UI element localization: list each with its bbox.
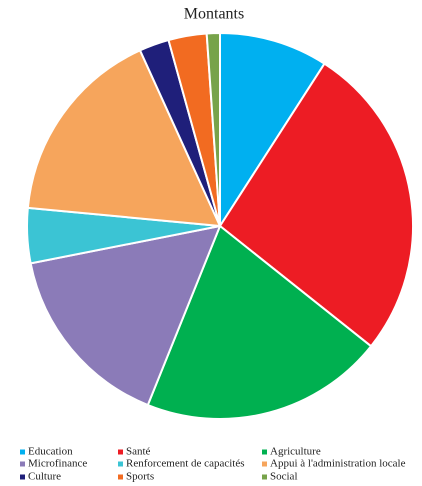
legend-marker bbox=[118, 474, 123, 480]
legend-marker bbox=[262, 474, 267, 480]
legend-label: Renforcement de capacités bbox=[126, 458, 245, 470]
legend-label: Culture bbox=[28, 471, 61, 483]
pie-slice bbox=[29, 224, 222, 407]
legend-label: Microfinance bbox=[28, 458, 87, 470]
legend-label: Education bbox=[28, 446, 73, 458]
pie-slice bbox=[218, 62, 414, 348]
legend-label: Appui à l'administration locale bbox=[270, 458, 406, 470]
legend-marker bbox=[20, 461, 25, 467]
legend-marker bbox=[20, 449, 25, 455]
legend-marker bbox=[20, 474, 25, 480]
pie-slice bbox=[146, 224, 373, 420]
pie-slice bbox=[205, 31, 221, 227]
pie-slice bbox=[219, 31, 326, 230]
legend-marker bbox=[118, 449, 123, 455]
legend-marker bbox=[262, 449, 267, 455]
legend-label: Social bbox=[270, 471, 298, 483]
legend-label: Sports bbox=[126, 471, 154, 483]
legend-label: Santé bbox=[126, 446, 151, 458]
chart-title: Montants bbox=[184, 6, 244, 23]
legend-marker bbox=[262, 461, 267, 467]
legend-marker bbox=[118, 461, 123, 467]
legend-label: Agriculture bbox=[270, 446, 321, 458]
pie-slice bbox=[26, 49, 222, 228]
